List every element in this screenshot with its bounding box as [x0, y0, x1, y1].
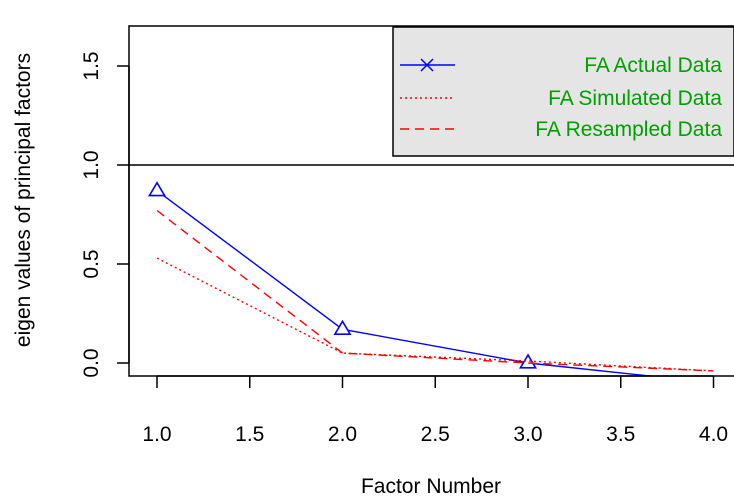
- x-tick-label: 2.0: [328, 423, 357, 446]
- legend-label-0: FA Actual Data: [584, 54, 722, 77]
- legend-label-2: FA Resampled Data: [535, 118, 722, 141]
- axes: 1.0 1.5 2.0 2.5 3.0 3.5 4.0 0.0 0.5 1.0 1.5: [80, 51, 728, 446]
- y-tick-label: 1.5: [80, 51, 103, 80]
- legend: FA Actual Data FA Simulated Data FA Resamp…: [392, 26, 734, 157]
- series-line-2: [156, 209, 714, 372]
- y-axis-title: eigen values of principal factors: [12, 53, 35, 347]
- x-axis-title: Factor Number: [361, 475, 501, 498]
- x-tick-label: 2.5: [421, 423, 450, 446]
- series-line-0: [156, 190, 657, 376]
- y-tick-label: 1.0: [80, 150, 103, 179]
- legend-box: [392, 26, 734, 157]
- x-tick-label: 3.5: [606, 423, 635, 446]
- x-tick-label: 1.0: [142, 423, 171, 446]
- x-tick-label: 3.0: [513, 423, 542, 446]
- y-tick-label: 0.0: [80, 348, 103, 377]
- y-tick-label: 0.5: [80, 249, 103, 278]
- legend-label-1: FA Simulated Data: [548, 87, 722, 110]
- series-layer: [147, 181, 714, 376]
- data-point-marker: [147, 181, 167, 197]
- x-tick-label: 1.5: [235, 423, 264, 446]
- legend-x-marker-icon: [420, 58, 434, 72]
- x-tick-label: 4.0: [699, 423, 728, 446]
- data-point-marker: [333, 319, 352, 335]
- series-line-1: [156, 257, 714, 372]
